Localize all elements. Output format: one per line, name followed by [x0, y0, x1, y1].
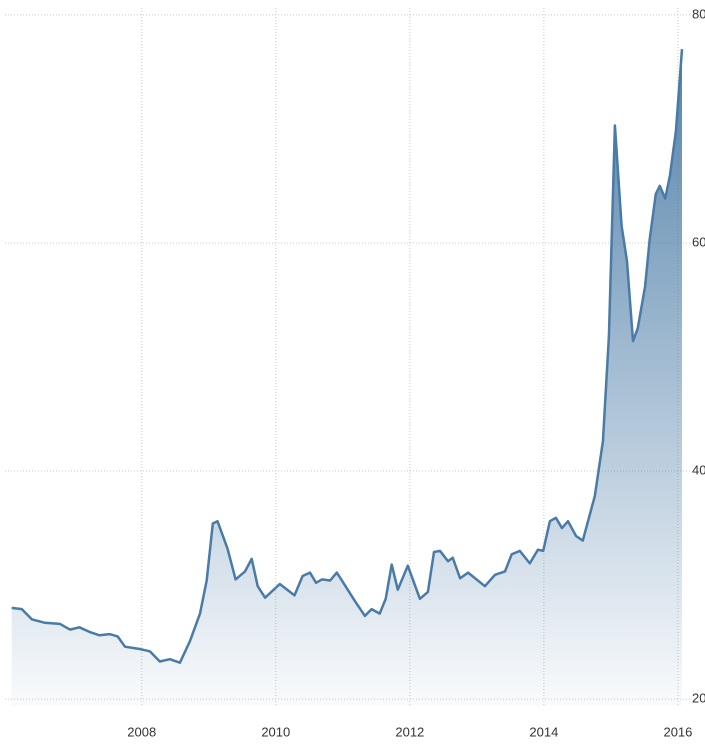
line	[11, 49, 684, 664]
x-tick-label: 2010	[261, 724, 290, 739]
x-tick-label: 2014	[529, 724, 558, 739]
area-fill	[11, 49, 682, 707]
x-tick-label: 2008	[127, 724, 156, 739]
y-tick-label: 20	[692, 691, 705, 706]
y-tick-label: 60	[692, 234, 705, 249]
x-tick-label: 2012	[395, 724, 424, 739]
y-tick-label: 80	[692, 6, 705, 21]
x-tick-label: 2016	[663, 724, 692, 739]
y-tick-label: 40	[692, 462, 705, 477]
